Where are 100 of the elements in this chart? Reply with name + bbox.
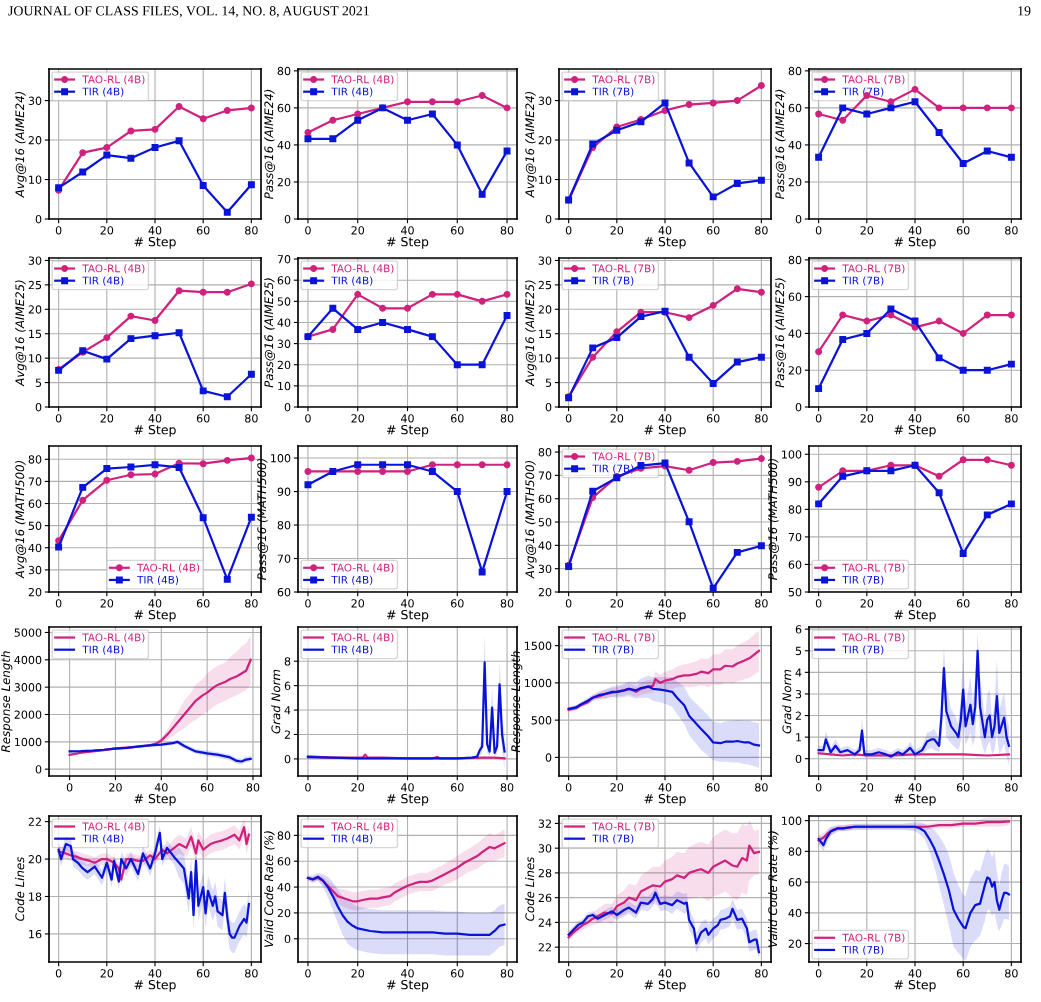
x-tick-label: 40: [148, 969, 162, 978]
x-tick-label: 20: [351, 969, 365, 978]
y-tick-label: 60: [28, 499, 42, 508]
x-tick-label: 20: [610, 414, 624, 423]
x-tick-label: 20: [100, 969, 114, 978]
y-tick-label: 500: [531, 716, 552, 725]
y-axis-title: Pass@16 (AIME25): [264, 278, 276, 388]
x-tick-label: 60: [450, 414, 464, 423]
x-axis-title: # Step: [644, 424, 686, 437]
y-tick-label: 100: [782, 450, 802, 459]
text: JOURNAL OF CLASS FILES, VOL. 14, NO. 8, AUGUST 2021: [8, 6, 369, 18]
y-tick-label: 2000: [14, 710, 42, 719]
y-tick-label: 1000: [525, 678, 552, 688]
y-tick-label: 30: [28, 256, 42, 265]
x-tick-label: 20: [100, 226, 114, 235]
x-tick-label: 20: [610, 783, 624, 792]
y-tick-label: 0: [284, 214, 291, 224]
y-tick-label: 30: [538, 564, 552, 574]
y-axis-title: Pass@16 (MATH500): [768, 458, 780, 580]
x-tick-label: 0: [55, 969, 62, 978]
legend-label: TAO-RL (4B): [82, 264, 145, 274]
x-tick-label: 40: [148, 226, 162, 235]
y-tick-label: 70: [277, 255, 291, 264]
y-tick-label: 1000: [15, 737, 42, 747]
x-axis-title: # Step: [387, 609, 429, 622]
x-tick-label: 80: [246, 783, 260, 792]
x-tick-label: 60: [196, 226, 210, 235]
x-tick-label: 40: [908, 969, 922, 978]
x-tick-label: 80: [245, 414, 258, 423]
y-tick-label: 0: [35, 402, 42, 412]
legend-label: TAO-RL (7B): [842, 563, 905, 573]
y-tick-label: 100: [782, 816, 802, 825]
x-tick-label: 0: [815, 226, 822, 235]
x-tick-label: 60: [200, 783, 214, 792]
y-tick-label: 90: [277, 487, 291, 496]
x-axis-title: # Step: [134, 424, 176, 437]
x-tick-label: 40: [658, 969, 672, 978]
x-tick-label: 20: [610, 969, 624, 978]
x-tick-label: 40: [658, 783, 672, 792]
y-tick-label: 80: [28, 455, 42, 464]
y-tick-label: 5000: [14, 628, 42, 637]
x-tick-label: 80: [245, 226, 258, 235]
x-tick-label: 40: [908, 599, 922, 608]
legend-label: TIR (4B): [137, 575, 179, 585]
y-axis-title: Avg@16 (MATH500): [525, 461, 537, 579]
y-tick-label: 20: [788, 177, 802, 187]
y-tick-label: 40: [788, 329, 802, 338]
x-tick-label: 20: [351, 783, 365, 792]
y-tick-label: 60: [277, 103, 291, 113]
y-tick-label: 2: [795, 711, 801, 720]
y-tick-label: 50: [277, 297, 291, 306]
y-tick-label: 80: [538, 448, 552, 457]
x-tick-label: 60: [956, 226, 970, 235]
text: TIR (7B): [842, 645, 884, 655]
legend-label: TAO-RL (4B): [331, 563, 394, 573]
x-tick-label: 80: [755, 969, 768, 978]
legend-label: TIR (7B): [842, 575, 884, 585]
y-axis-title: Valid Code Rate (%): [264, 831, 275, 947]
legend-label: TAO-RL (4B): [82, 633, 145, 643]
x-tick-label: 60: [956, 783, 970, 792]
x-axis-title: # Step: [894, 236, 936, 249]
y-tick-label: 30: [538, 96, 552, 105]
legend-label: TAO-RL (4B): [331, 264, 394, 274]
x-tick-label: 0: [815, 969, 822, 978]
x-tick-label: 80: [1005, 414, 1018, 423]
x-tick-label: 60: [706, 783, 720, 792]
y-tick-label: 70: [277, 554, 291, 563]
x-axis-title: # Step: [894, 793, 936, 806]
y-tick-label: 40: [538, 541, 552, 550]
legend-label: TIR (4B): [82, 87, 124, 97]
x-tick-label: 40: [148, 599, 162, 608]
x-tick-label: 60: [196, 599, 210, 608]
y-tick-label: 18: [29, 892, 42, 901]
y-tick-label: 60: [277, 587, 291, 597]
x-tick-label: 20: [860, 783, 874, 792]
x-tick-label: 60: [450, 226, 464, 235]
x-tick-label: 0: [565, 783, 572, 792]
x-axis-title: # Step: [387, 424, 429, 437]
y-tick-label: 20: [277, 177, 291, 187]
legend-label: TAO-RL (7B): [592, 452, 655, 462]
x-tick-label: 60: [196, 414, 210, 423]
x-tick-label: 0: [55, 599, 62, 608]
x-tick-label: 60: [450, 599, 464, 608]
y-tick-label: 80: [277, 521, 291, 530]
y-axis-title: Pass@16 (AIME24): [775, 89, 787, 200]
y-tick-label: 20: [788, 939, 802, 948]
y-tick-label: 80: [277, 831, 291, 840]
y-tick-label: 2: [284, 730, 290, 739]
y-tick-label: 90: [788, 477, 802, 487]
y-tick-label: 16: [29, 929, 42, 939]
x-tick-label: 80: [1005, 599, 1018, 608]
y-axis-title: Valid Code Rate (%): [768, 831, 779, 947]
legend-label: TIR (7B): [592, 276, 634, 286]
legend-label: TIR (4B): [331, 575, 373, 585]
legend-label: TAO-RL (4B): [331, 822, 394, 832]
y-tick-label: 80: [788, 66, 802, 76]
y-tick-label: 10: [539, 175, 552, 184]
x-axis-title: # Step: [134, 793, 176, 806]
y-tick-label: 6: [795, 625, 802, 634]
y-tick-label: 28: [538, 868, 552, 878]
